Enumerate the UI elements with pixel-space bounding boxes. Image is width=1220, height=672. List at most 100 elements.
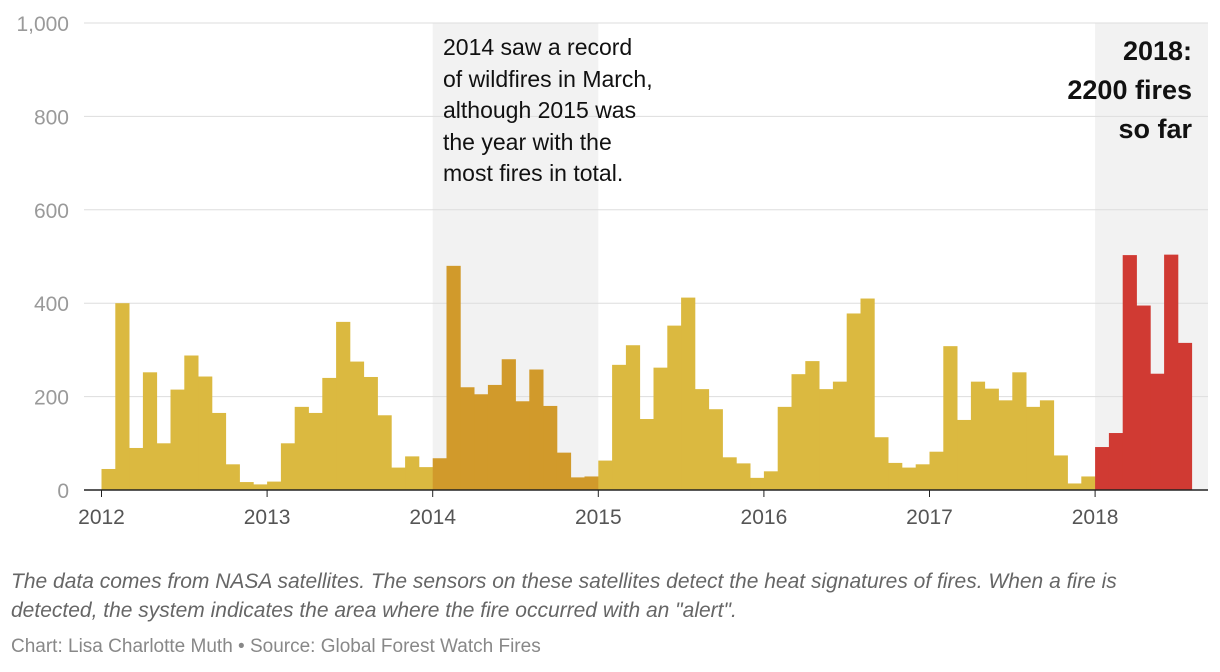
bar-2015-1 xyxy=(598,460,613,490)
bar-2012-10 xyxy=(225,464,240,490)
bar-2017-12 xyxy=(1081,476,1096,490)
bar-2015-8 xyxy=(694,389,710,490)
bar-2014-9 xyxy=(543,405,558,490)
bar-2013-2 xyxy=(280,443,296,490)
bar-2014-7 xyxy=(515,401,530,490)
bar-2016-3 xyxy=(791,374,806,490)
bar-2018-2 xyxy=(1108,433,1124,490)
bar-2013-12 xyxy=(418,467,434,490)
bar-2013-11 xyxy=(405,456,420,490)
bar-2015-9 xyxy=(708,409,723,490)
bar-2012-7 xyxy=(184,355,199,490)
x-tick-label: 2013 xyxy=(244,506,291,529)
bar-2015-12 xyxy=(750,477,765,490)
bar-2014-5 xyxy=(487,384,503,490)
bar-2014-4 xyxy=(474,394,489,490)
gridlines xyxy=(84,22,1208,398)
bar-2017-2 xyxy=(943,346,958,490)
bar-2017-6 xyxy=(998,400,1013,490)
bar-2018-7 xyxy=(1177,342,1193,490)
bar-2012-4 xyxy=(142,372,158,490)
bar-2015-5 xyxy=(653,367,668,490)
x-tick-label: 2016 xyxy=(741,506,788,529)
bar-2014-3 xyxy=(460,387,475,490)
bar-2016-10 xyxy=(888,462,903,490)
bar-2014-10 xyxy=(556,452,572,490)
bar-2013-7 xyxy=(349,361,365,490)
bar-2013-10 xyxy=(391,467,406,490)
bar-2013-8 xyxy=(363,376,378,490)
bar-2018-3 xyxy=(1122,255,1137,490)
bar-2016-9 xyxy=(874,437,889,490)
bar-2013-6 xyxy=(336,321,351,490)
bar-2018-1 xyxy=(1095,447,1110,490)
bar-2015-11 xyxy=(736,463,751,490)
bar-2012-12 xyxy=(253,484,268,490)
bar-2015-10 xyxy=(722,457,737,490)
x-tick-label: 2014 xyxy=(409,506,456,529)
bar-2016-1 xyxy=(763,471,779,490)
bar-2016-5 xyxy=(819,389,834,490)
bar-2017-7 xyxy=(1012,372,1027,490)
x-tick-label: 2015 xyxy=(575,506,622,529)
bar-2017-5 xyxy=(984,388,999,490)
chart-credit: Chart: Lisa Charlotte Muth • Source: Glo… xyxy=(11,636,541,657)
bar-2017-9 xyxy=(1039,400,1055,490)
y-tick-label: 0 xyxy=(57,480,69,503)
bar-2017-8 xyxy=(1026,406,1041,490)
bar-2016-11 xyxy=(901,467,917,490)
bar-2014-6 xyxy=(501,359,516,490)
bar-2012-5 xyxy=(156,443,171,490)
bar-2012-6 xyxy=(170,389,185,490)
bar-2014-12 xyxy=(584,476,599,490)
bar-2012-9 xyxy=(211,412,227,490)
y-axis-ticks: 0 200 400 600 800 1,000 xyxy=(16,13,69,503)
y-tick-label: 400 xyxy=(34,293,69,316)
annotation-2018: 2018: 2200 fires so far xyxy=(1067,36,1192,144)
bar-2013-3 xyxy=(294,406,309,490)
bar-2016-4 xyxy=(805,361,820,490)
bar-2012-2 xyxy=(115,303,130,490)
bar-2012-3 xyxy=(129,447,144,490)
bar-2016-12 xyxy=(915,464,930,490)
annotation-2014: 2014 saw a record of wildfires in March,… xyxy=(443,34,653,186)
y-tick-label: 800 xyxy=(34,106,69,129)
bar-2013-1 xyxy=(267,481,282,490)
bar-2014-2 xyxy=(446,265,461,490)
chart-description: The data comes from NASA satellites. The… xyxy=(11,570,1117,622)
bar-2015-6 xyxy=(667,325,682,490)
bar-2018-5 xyxy=(1150,373,1165,490)
bar-2015-7 xyxy=(681,297,696,490)
y-tick-label: 600 xyxy=(34,200,69,223)
bar-2017-3 xyxy=(957,419,972,490)
bar-2016-8 xyxy=(860,298,875,490)
bar-2014-8 xyxy=(529,369,544,490)
bar-2013-4 xyxy=(308,412,323,490)
y-tick-label: 1,000 xyxy=(16,13,69,36)
wildfire-bar-chart: 2012 2013 2014 2015 2016 2017 2018 0 200 400 600 8… xyxy=(16,13,1208,529)
bar-2014-1 xyxy=(432,458,447,490)
bar-2013-9 xyxy=(377,415,392,490)
bar-2016-6 xyxy=(832,381,848,490)
bar-2017-4 xyxy=(970,381,986,490)
x-axis-ticks: 2012 2013 2014 2015 2016 2017 2018 xyxy=(78,490,1118,529)
bar-2015-2 xyxy=(612,364,627,490)
bar-2012-1 xyxy=(101,468,116,490)
x-tick-label: 2018 xyxy=(1072,506,1119,529)
x-tick-label: 2012 xyxy=(78,506,125,529)
bar-2012-11 xyxy=(239,482,254,490)
x-tick-label: 2017 xyxy=(906,506,953,529)
bar-2018-4 xyxy=(1136,305,1151,490)
bar-2015-3 xyxy=(625,345,641,490)
bars xyxy=(101,254,1193,490)
bar-2015-4 xyxy=(639,419,654,490)
bar-2017-10 xyxy=(1053,455,1068,490)
bar-2012-8 xyxy=(198,376,213,490)
bar-2017-11 xyxy=(1067,483,1082,490)
bar-2018-6 xyxy=(1164,254,1179,490)
bar-2016-2 xyxy=(777,406,792,490)
y-tick-label: 200 xyxy=(34,387,69,410)
bar-2016-7 xyxy=(846,313,861,490)
bar-2013-5 xyxy=(322,377,337,490)
bar-2014-11 xyxy=(570,477,585,490)
